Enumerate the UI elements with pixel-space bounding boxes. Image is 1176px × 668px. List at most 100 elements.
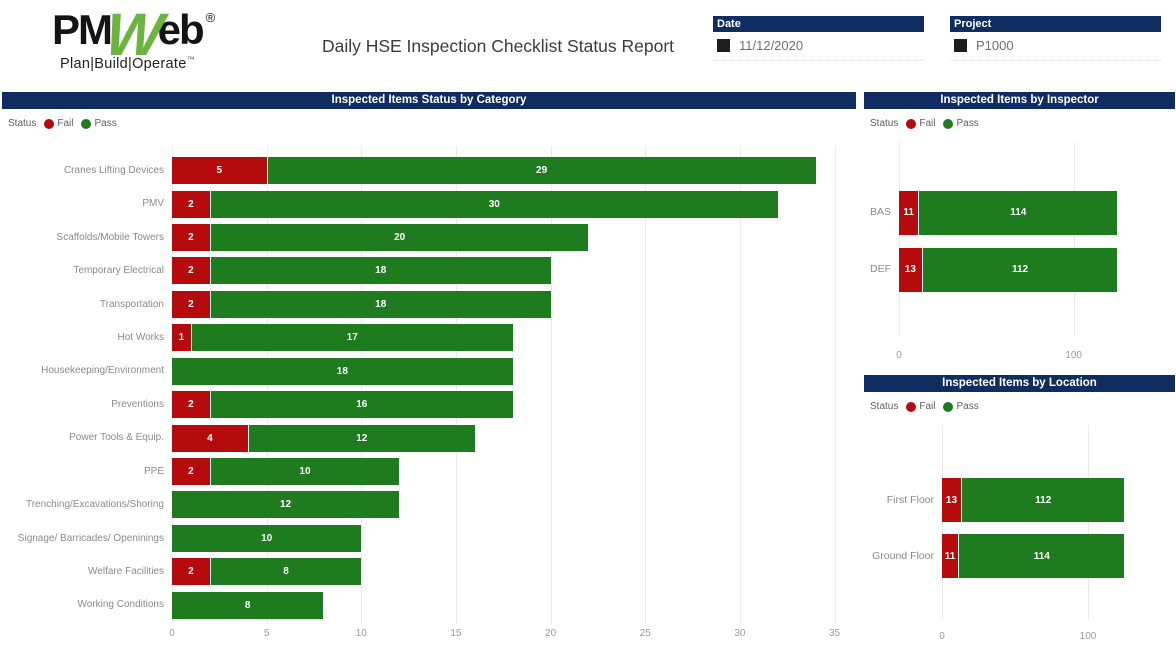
bar-value-label: 8 bbox=[244, 599, 251, 611]
bar-segment-fail[interactable]: 1 bbox=[172, 324, 191, 352]
date-slicer-item[interactable]: 11/12/2020 bbox=[713, 38, 924, 53]
bar-segment-fail[interactable]: 2 bbox=[172, 391, 210, 419]
bar-segment-pass[interactable]: 20 bbox=[209, 224, 589, 252]
legend-title: Status bbox=[8, 118, 37, 129]
bar-track: 12 bbox=[172, 491, 844, 519]
bar-track: 10 bbox=[172, 524, 844, 552]
bar-segment-fail[interactable]: 4 bbox=[172, 424, 248, 452]
bar-segment-fail[interactable]: 2 bbox=[172, 290, 210, 318]
bar-row: Temporary Electrical 2 18 bbox=[2, 254, 844, 287]
bar-track: 11 114 bbox=[899, 190, 1161, 235]
project-slicer-header: Project bbox=[950, 16, 1161, 32]
bar-row: Working Conditions 8 bbox=[2, 588, 844, 621]
plot-area: Cranes Lifting Devices 5 29 PMV 2 30 Scaffolds… bbox=[2, 146, 844, 639]
x-axis-tick: 20 bbox=[545, 628, 557, 639]
bar-value-label: 20 bbox=[394, 232, 406, 244]
bar-segment-pass[interactable]: 18 bbox=[172, 357, 513, 385]
x-axis-tick: 30 bbox=[734, 628, 746, 639]
bar-value-label: 1 bbox=[178, 332, 185, 344]
bar-row: PPE 2 10 bbox=[2, 455, 844, 488]
bar-segment-pass[interactable]: 10 bbox=[209, 458, 400, 485]
project-slicer-item[interactable]: P1000 bbox=[950, 38, 1161, 53]
category-label: First Floor bbox=[886, 493, 934, 506]
bar-value-label: 2 bbox=[188, 399, 194, 411]
bar-segment-fail[interactable]: 2 bbox=[172, 190, 210, 218]
bar-segment-pass[interactable]: 18 bbox=[209, 257, 551, 285]
bar-value-label: 5 bbox=[216, 165, 223, 177]
x-axis-tick: 100 bbox=[1079, 631, 1097, 642]
legend-item-fail[interactable]: Fail bbox=[44, 118, 73, 129]
bar-segment-pass[interactable]: 10 bbox=[172, 524, 362, 552]
legend-item-label: Fail bbox=[57, 118, 74, 129]
x-axis-tick: 100 bbox=[1065, 350, 1082, 361]
bar-segment-fail[interactable]: 11 bbox=[899, 190, 919, 235]
bar-segment-pass[interactable]: 8 bbox=[172, 591, 324, 619]
bar-segment-pass[interactable]: 8 bbox=[209, 558, 362, 586]
plot-area: BAS 11 114 DEF 13 112 0 100 bbox=[864, 142, 1161, 361]
legend-item-pass[interactable]: Pass bbox=[81, 118, 117, 129]
bar-segment-pass[interactable]: 114 bbox=[958, 534, 1125, 578]
bar-segment-fail[interactable]: 13 bbox=[942, 478, 961, 522]
checkbox-checked-icon[interactable] bbox=[717, 39, 730, 52]
bar-segment-fail[interactable]: 13 bbox=[899, 247, 922, 292]
bar-segment-pass[interactable]: 12 bbox=[247, 424, 475, 452]
bar-segment-pass[interactable]: 18 bbox=[209, 290, 551, 318]
bar-segment-fail[interactable]: 2 bbox=[172, 224, 210, 252]
bar-segment-pass[interactable]: 112 bbox=[921, 247, 1118, 292]
bar-segment-fail[interactable]: 11 bbox=[942, 534, 959, 578]
gridline bbox=[361, 146, 363, 624]
chart-items-by-inspector: Inspected Items by Inspector Status Fail P… bbox=[864, 92, 1175, 368]
bar-row: Welfare Facilities 2 8 bbox=[2, 555, 844, 588]
gridlines bbox=[172, 146, 844, 624]
bar-track: 11 114 bbox=[942, 534, 1161, 578]
bar-segment-pass[interactable]: 16 bbox=[209, 391, 513, 419]
bar-value-label: 17 bbox=[346, 332, 358, 344]
bar-segment-pass[interactable]: 29 bbox=[266, 157, 816, 185]
bar-track: 2 16 bbox=[172, 391, 844, 419]
checkbox-checked-icon[interactable] bbox=[954, 39, 967, 52]
bar-segment-fail[interactable]: 2 bbox=[172, 558, 210, 586]
bar-track: 13 112 bbox=[942, 478, 1161, 522]
bar-segment-fail[interactable]: 2 bbox=[172, 458, 210, 485]
gridline bbox=[942, 425, 943, 619]
bar-track: 2 10 bbox=[172, 458, 844, 485]
bar-rows: BAS 11 114 DEF 13 112 bbox=[864, 148, 1161, 344]
bar-segment-fail[interactable]: 5 bbox=[172, 157, 267, 185]
bar-value-label: 10 bbox=[299, 466, 311, 477]
legend-dot-icon bbox=[906, 401, 917, 412]
bar-value-label: 8 bbox=[283, 566, 289, 578]
gridline bbox=[834, 146, 836, 624]
bar-track: 2 30 bbox=[172, 190, 844, 218]
bar-row: Signage/ Barricades/ Openinings 10 bbox=[2, 522, 844, 555]
bar-segment-pass[interactable]: 114 bbox=[918, 190, 1118, 235]
chart-title-bar: Inspected Items by Location bbox=[864, 375, 1175, 392]
legend-title: Status bbox=[870, 118, 899, 129]
chart-title: Inspected Items Status by Category bbox=[331, 94, 527, 106]
category-label: Transportation bbox=[99, 298, 164, 310]
bar-value-label: 18 bbox=[375, 265, 387, 277]
bar-track: 1 17 bbox=[172, 324, 844, 352]
bar-segment-pass[interactable]: 30 bbox=[209, 190, 778, 218]
date-slicer-header: Date bbox=[713, 16, 924, 32]
legend-item-fail[interactable]: Fail bbox=[906, 118, 935, 129]
category-label: Trenching/Excavations/Shoring bbox=[25, 499, 164, 511]
registered-mark-icon: ® bbox=[205, 10, 216, 25]
category-label: Housekeeping/Environment bbox=[41, 365, 164, 377]
bar-track: 2 18 bbox=[172, 290, 844, 318]
bar-value-label: 29 bbox=[536, 165, 548, 177]
legend-dot-icon bbox=[943, 118, 954, 129]
legend-item-fail[interactable]: Fail bbox=[906, 401, 935, 412]
legend-item-pass[interactable]: Pass bbox=[943, 401, 979, 412]
bar-value-label: 114 bbox=[1033, 550, 1050, 562]
bar-segment-pass[interactable]: 12 bbox=[172, 491, 400, 519]
gridline bbox=[899, 142, 900, 336]
category-label: BAS bbox=[869, 206, 891, 219]
legend-item-pass[interactable]: Pass bbox=[943, 118, 979, 129]
category-label: PMV bbox=[142, 198, 164, 210]
bar-segment-fail[interactable]: 2 bbox=[172, 257, 210, 285]
bar-segment-pass[interactable]: 17 bbox=[190, 324, 513, 352]
chart-items-by-category: Inspected Items Status by Category Statu… bbox=[2, 92, 856, 652]
bar-segment-pass[interactable]: 112 bbox=[960, 478, 1125, 522]
legend-item-label: Fail bbox=[919, 401, 936, 412]
